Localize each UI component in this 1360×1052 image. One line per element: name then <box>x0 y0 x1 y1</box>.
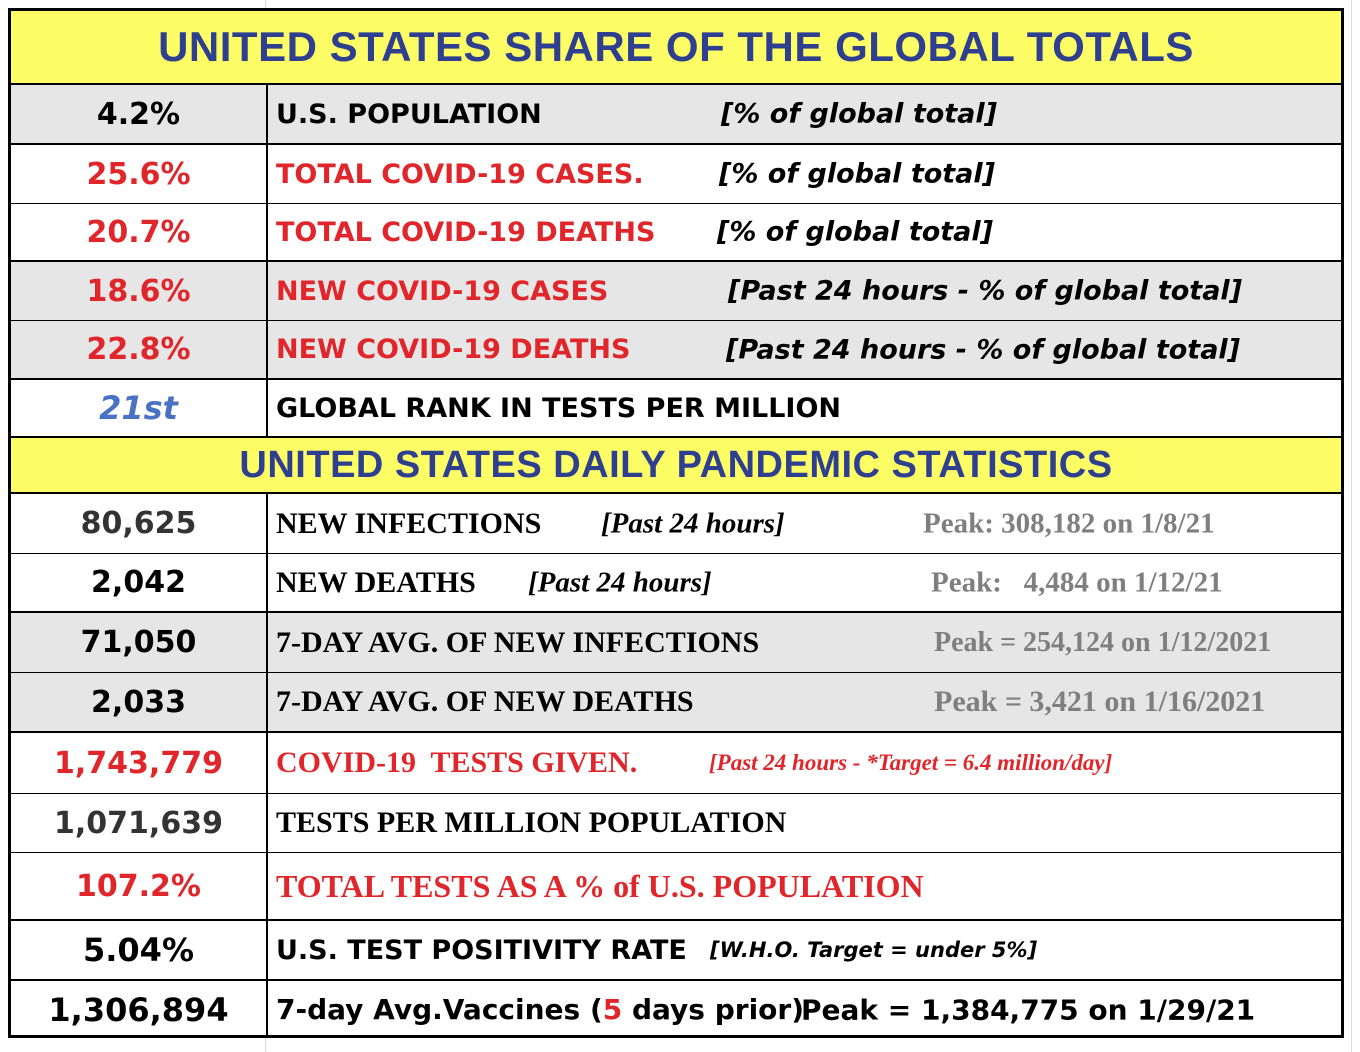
peak-cell: Peak = 1,384,775 on 1/29/21 <box>801 993 1256 1026</box>
value-cell: 1,743,779 <box>11 733 268 793</box>
header-share-global: UNITED STATES SHARE OF THE GLOBAL TOTALS <box>11 11 1341 85</box>
note-cell: [Past 24 hours - % of global total] <box>726 334 1241 365</box>
value-cell: 1,306,894 <box>11 981 268 1038</box>
row-total-tests-pct: 107.2% TOTAL TESTS AS A % of U.S. POPULA… <box>11 853 1341 921</box>
days-prior-number: 5 <box>602 993 623 1026</box>
value-cell: 4.2% <box>11 85 268 143</box>
value-cell: 20.7% <box>11 204 268 260</box>
note-cell: [% of global total] <box>719 158 995 190</box>
peak-cell: Peak: 4,484 on 1/12/21 <box>931 566 1223 598</box>
value-cell: 18.6% <box>11 262 268 320</box>
row-7day-deaths: 2,033 7-DAY AVG. OF NEW DEATHS Peak = 3,… <box>11 673 1341 733</box>
row-positivity-rate: 5.04% U.S. TEST POSITIVITY RATE [W.H.O. … <box>11 921 1341 981</box>
value-cell: 2,042 <box>11 554 268 611</box>
stats-table: UNITED STATES SHARE OF THE GLOBAL TOTALS… <box>8 8 1344 1038</box>
label-cell: NEW COVID-19 DEATHS <box>276 334 631 365</box>
label-cell: TOTAL COVID-19 DEATHS <box>276 216 656 248</box>
row-7day-infections: 71,050 7-DAY AVG. OF NEW INFECTIONS Peak… <box>11 613 1341 673</box>
label-cell: GLOBAL RANK IN TESTS PER MILLION <box>276 392 841 424</box>
label-cell: 7-DAY AVG. OF NEW INFECTIONS <box>276 625 760 659</box>
row-global-rank-tests: 21st GLOBAL RANK IN TESTS PER MILLION <box>11 380 1341 438</box>
note-cell: [Past 24 hours - *Target = 6.4 million/d… <box>709 750 1113 775</box>
row-new-deaths: 22.8% NEW COVID-19 DEATHS [Past 24 hours… <box>11 321 1341 380</box>
row-new-cases: 18.6% NEW COVID-19 CASES [Past 24 hours … <box>11 262 1341 321</box>
label-cell: NEW INFECTIONS <box>276 506 542 540</box>
label-cell: NEW DEATHS <box>276 565 476 599</box>
row-tests-given: 1,743,779 COVID-19 TESTS GIVEN. [Past 24… <box>11 733 1341 794</box>
row-total-deaths: 20.7% TOTAL COVID-19 DEATHS [% of global… <box>11 204 1341 262</box>
label-cell: U.S. POPULATION <box>276 98 542 130</box>
note-cell: [% of global total] <box>721 98 997 130</box>
value-cell: 25.6% <box>11 145 268 203</box>
value-cell: 80,625 <box>11 494 268 553</box>
value-cell: 22.8% <box>11 321 268 378</box>
note-cell: [Past 24 hours] <box>528 566 712 598</box>
header-daily-title: UNITED STATES DAILY PANDEMIC STATISTICS <box>239 443 1113 486</box>
row-tests-per-million: 1,071,639 TESTS PER MILLION POPULATION <box>11 794 1341 853</box>
note-cell: [W.H.O. Target = under 5%] <box>710 938 1038 962</box>
row-vaccines: 1,306,894 7-day Avg.Vaccines (5 days pri… <box>11 981 1341 1038</box>
label-cell: 7-day Avg.Vaccines (5 days prior) <box>276 993 805 1026</box>
label-cell: U.S. TEST POSITIVITY RATE <box>276 934 687 966</box>
header-daily-stats: UNITED STATES DAILY PANDEMIC STATISTICS <box>11 438 1341 494</box>
label-cell: TOTAL TESTS AS A % of U.S. POPULATION <box>276 867 924 904</box>
row-new-deaths-daily: 2,042 NEW DEATHS [Past 24 hours] Peak: 4… <box>11 554 1341 613</box>
label-cell: TESTS PER MILLION POPULATION <box>276 806 787 839</box>
row-total-cases: 25.6% TOTAL COVID-19 CASES. [% of global… <box>11 145 1341 204</box>
value-cell: 2,033 <box>11 673 268 731</box>
label-cell: 7-DAY AVG. OF NEW DEATHS <box>276 685 694 718</box>
label-cell: NEW COVID-19 CASES <box>276 275 609 307</box>
row-new-infections: 80,625 NEW INFECTIONS [Past 24 hours] Pe… <box>11 494 1341 554</box>
peak-cell: Peak = 3,421 on 1/16/2021 <box>934 685 1266 718</box>
note-cell: [Past 24 hours] <box>601 507 785 539</box>
note-cell: [% of global total] <box>717 216 993 248</box>
value-cell: 5.04% <box>11 921 268 979</box>
row-us-population: 4.2% U.S. POPULATION [% of global total] <box>11 85 1341 145</box>
value-cell: 21st <box>11 380 268 436</box>
label-cell: COVID-19 TESTS GIVEN. <box>276 746 638 779</box>
value-cell: 1,071,639 <box>11 794 268 852</box>
value-cell: 71,050 <box>11 613 268 672</box>
value-cell: 107.2% <box>11 853 268 919</box>
label-cell: TOTAL COVID-19 CASES. <box>276 158 644 190</box>
peak-cell: Peak: 308,182 on 1/8/21 <box>923 507 1215 539</box>
header-share-title: UNITED STATES SHARE OF THE GLOBAL TOTALS <box>158 23 1194 70</box>
peak-cell: Peak = 254,124 on 1/12/2021 <box>934 626 1272 658</box>
note-cell: [Past 24 hours - % of global total] <box>728 275 1243 307</box>
